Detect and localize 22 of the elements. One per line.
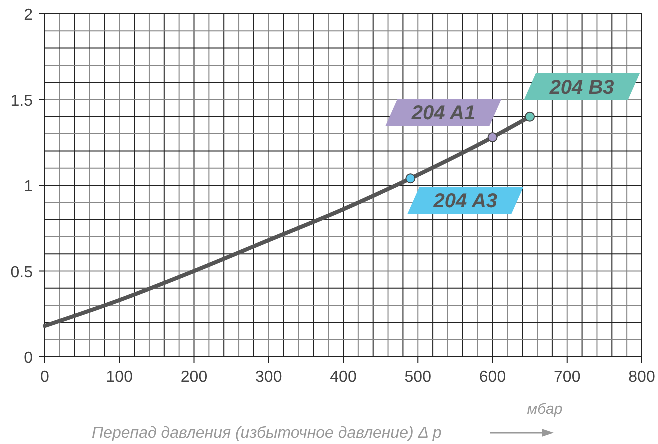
- x-tick-label: 300: [256, 369, 282, 386]
- y-tick-label: 0.5: [10, 264, 34, 282]
- annotation: 204 B3: [548, 76, 614, 99]
- annotation: 204 A1: [410, 102, 476, 124]
- y-tick-label: 1: [24, 178, 34, 196]
- annotation: 204 A3: [432, 190, 498, 213]
- x-tick-label: 0: [40, 369, 50, 386]
- text: мбар: [527, 401, 563, 418]
- x-tick-label: 600: [479, 369, 506, 386]
- point: [488, 132, 498, 142]
- x-tick-label: 800: [628, 369, 656, 386]
- y-tick-label: 1.5: [10, 92, 34, 110]
- point: [525, 112, 536, 122]
- x-tick-label: 100: [106, 369, 134, 386]
- x-tick-label: 700: [554, 369, 581, 386]
- point: [406, 174, 416, 184]
- x-tick-label: 200: [180, 369, 208, 386]
- x-tick-label: 400: [330, 369, 357, 386]
- x-axis-title: Перепад давления (избыточное давление) Δ p: [92, 425, 442, 442]
- y-tick-label: 2: [24, 7, 34, 24]
- x-tick-label: 500: [404, 369, 432, 386]
- y-tick-label: 0: [24, 350, 34, 367]
